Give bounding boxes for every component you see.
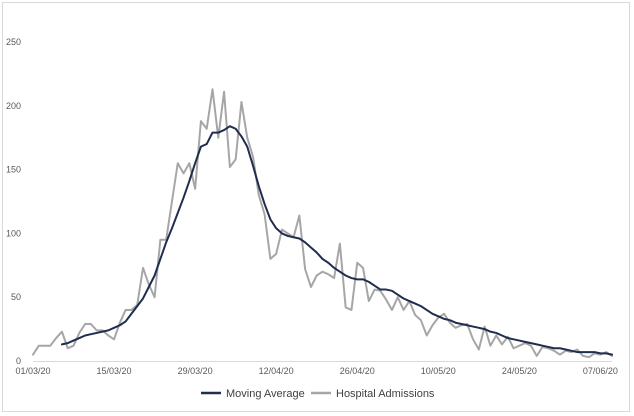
y-tick-label: 200 xyxy=(6,101,21,111)
y-tick-label: 250 xyxy=(6,37,21,47)
x-tick-label: 10/05/20 xyxy=(421,366,456,376)
x-tick-label: 07/06/20 xyxy=(583,366,618,376)
y-tick-label: 100 xyxy=(6,228,21,238)
series-line-hospital-admissions xyxy=(32,88,613,359)
x-tick-label: 01/03/20 xyxy=(15,366,50,376)
series-line-moving-average xyxy=(60,125,613,356)
x-tick-label: 29/03/20 xyxy=(178,366,213,376)
y-tick-label: 50 xyxy=(11,292,21,302)
legend-item-moving-average-label: Moving Average xyxy=(226,388,305,400)
x-tick-label: 12/04/20 xyxy=(259,366,294,376)
x-tick-label: 26/04/20 xyxy=(340,366,375,376)
x-tick-label: 15/03/20 xyxy=(97,366,132,376)
y-tick-label: 0 xyxy=(16,356,21,366)
legend-item-hospital-admissions-label: Hospital Admissions xyxy=(336,388,435,400)
x-tick-label: 24/05/20 xyxy=(502,366,537,376)
y-tick-label: 150 xyxy=(6,165,21,175)
